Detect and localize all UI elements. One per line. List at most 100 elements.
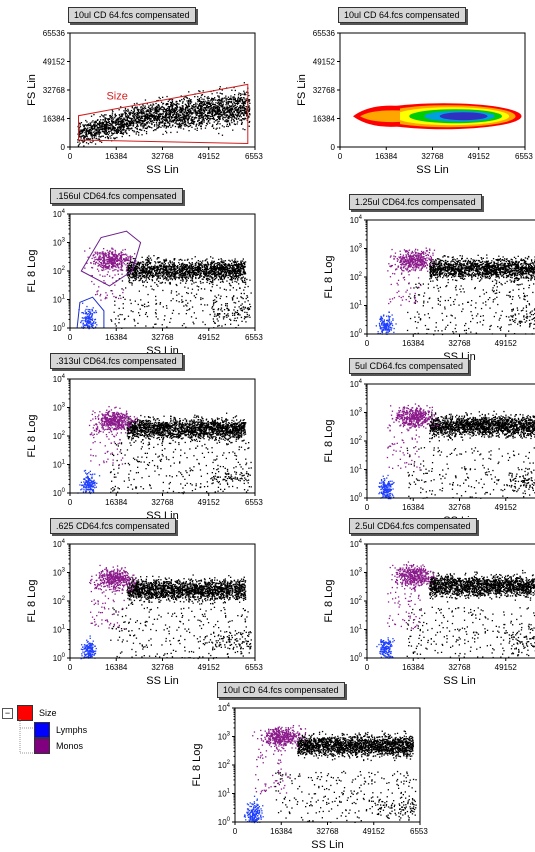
event-point [178,277,179,278]
x-axis-label: SS Lin [416,164,448,176]
event-point [156,276,157,277]
event-point [217,315,218,316]
event-point [100,136,101,137]
event-point [238,94,239,95]
event-point [214,279,215,280]
event-point [161,282,162,283]
event-point [243,273,244,274]
monos-point [100,252,101,253]
event-point [181,111,182,112]
event-point [186,310,187,311]
event-point [191,122,192,123]
monos-point [115,250,116,251]
event-point [98,124,99,125]
event-point [93,135,94,136]
event-point [234,272,235,273]
event-point [112,114,113,115]
event-point [220,273,221,274]
event-point [141,267,142,268]
event-point [164,107,165,108]
data-points [78,248,251,330]
event-point [247,316,248,317]
event-point [243,97,244,98]
event-point [121,123,122,124]
event-point [182,281,183,282]
event-point [183,116,184,117]
event-point [162,97,163,98]
event-point [245,94,246,95]
event-point [245,273,246,274]
event-point [154,129,155,130]
event-point [149,108,150,109]
event-point [234,318,235,319]
event-point [187,108,188,109]
event-point [152,288,153,289]
event-point [122,114,123,115]
event-point [112,111,113,112]
event-point [232,104,233,105]
event-point [97,127,98,128]
event-point [151,275,152,276]
event-point [176,291,177,292]
event-point [94,122,95,123]
event-point [145,268,146,269]
event-point [169,107,170,108]
event-point [202,282,203,283]
event-point [190,125,191,126]
event-point [195,108,196,109]
event-point [162,263,163,264]
event-point [120,314,121,315]
event-point [133,275,134,276]
event-point [187,265,188,266]
event-point [154,266,155,267]
event-point [189,123,190,124]
event-point [219,264,220,265]
event-point [168,101,169,102]
monos-point [105,298,106,299]
event-point [147,111,148,112]
event-point [223,108,224,109]
event-point [237,106,238,107]
event-point [144,275,145,276]
event-point [118,121,119,122]
event-point [231,122,232,123]
event-point [240,110,241,111]
event-point [140,262,141,263]
event-point [238,93,239,94]
event-point [206,278,207,279]
event-point [158,116,159,117]
event-point [242,113,243,114]
event-point [153,289,154,290]
monos-point [107,274,108,275]
event-point [157,277,158,278]
event-point [162,125,163,126]
event-point [248,109,249,110]
event-point [112,126,113,127]
event-point [205,268,206,269]
monos-point [112,270,113,271]
event-point [201,99,202,100]
event-point [191,283,192,284]
event-point [187,303,188,304]
event-point [232,282,233,283]
event-point [128,316,129,317]
event-point [160,277,161,278]
event-point [105,137,106,138]
event-point [79,123,80,124]
event-point [172,279,173,280]
x-tick-label: 49152 [468,152,491,161]
event-point [176,109,177,110]
event-point [123,308,124,309]
x-tick-label: 32768 [151,152,174,161]
event-point [91,142,92,143]
event-point [176,105,177,106]
y-axis-label: FS Lin [26,74,38,106]
event-point [135,127,136,128]
event-point [169,264,170,265]
event-point [181,265,182,266]
event-point [230,271,231,272]
event-point [219,100,220,101]
